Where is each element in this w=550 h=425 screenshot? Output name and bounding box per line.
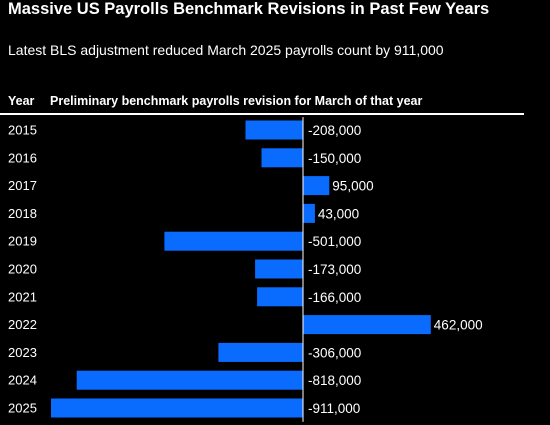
value-label-2021: -166,000 bbox=[308, 290, 361, 305]
value-label-2025: -911,000 bbox=[308, 401, 360, 416]
category-label-2016: 2016 bbox=[8, 150, 37, 165]
category-label-2022: 2022 bbox=[8, 317, 37, 332]
bar-2024 bbox=[76, 370, 303, 390]
labels-group: 2015 -208,000 2016 -150,000 2017 95,000 2018 43… bbox=[8, 123, 483, 417]
bar-2023 bbox=[218, 342, 303, 362]
value-label-2016: -150,000 bbox=[308, 151, 361, 166]
bar-2021 bbox=[257, 287, 303, 307]
bar-2017 bbox=[303, 176, 330, 196]
category-label-2024: 2024 bbox=[8, 373, 37, 388]
category-label-2017: 2017 bbox=[8, 178, 37, 193]
bars-group bbox=[51, 120, 431, 418]
category-label-2019: 2019 bbox=[8, 234, 37, 249]
bar-2019 bbox=[164, 231, 303, 251]
bar-2020 bbox=[255, 259, 303, 279]
category-label-2020: 2020 bbox=[8, 262, 37, 277]
value-label-2017: 95,000 bbox=[332, 179, 373, 194]
value-column-header: Preliminary benchmark payrolls revision … bbox=[50, 94, 423, 108]
bar-2022 bbox=[303, 315, 431, 335]
value-label-2024: -818,000 bbox=[308, 373, 361, 388]
header-divider bbox=[0, 113, 524, 115]
value-label-2020: -173,000 bbox=[308, 262, 361, 277]
bar-2025 bbox=[51, 398, 303, 418]
chart-title: Massive US Payrolls Benchmark Revisions … bbox=[8, 0, 490, 18]
category-label-2015: 2015 bbox=[8, 123, 37, 138]
value-label-2018: 43,000 bbox=[318, 206, 359, 221]
bar-2015 bbox=[245, 120, 303, 140]
category-label-2018: 2018 bbox=[8, 206, 37, 221]
value-label-2015: -208,000 bbox=[308, 123, 361, 138]
bar-2018 bbox=[303, 203, 315, 223]
value-label-2022: 462,000 bbox=[434, 318, 483, 333]
year-column-header: Year bbox=[8, 94, 35, 108]
chart-subtitle: Latest BLS adjustment reduced March 2025… bbox=[8, 42, 444, 58]
category-label-2021: 2021 bbox=[8, 289, 37, 304]
value-label-2019: -501,000 bbox=[308, 234, 361, 249]
category-label-2023: 2023 bbox=[8, 345, 37, 360]
bar-2016 bbox=[261, 148, 303, 168]
category-label-2025: 2025 bbox=[8, 401, 37, 416]
value-label-2023: -306,000 bbox=[308, 345, 361, 360]
